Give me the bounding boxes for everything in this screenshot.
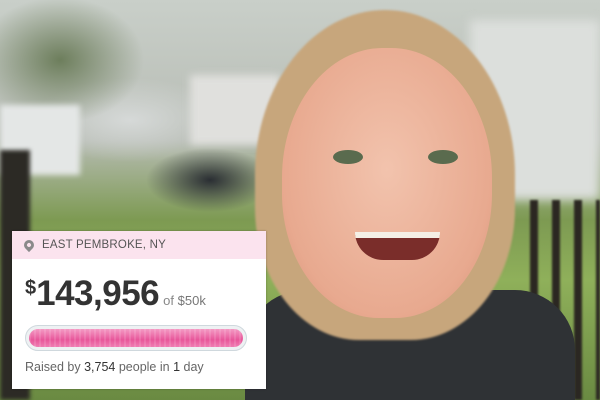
duration-count: 1	[173, 360, 181, 374]
raised-summary: Raised by 3,754 people in 1 day	[25, 360, 266, 374]
donor-count: 3,754	[84, 360, 116, 374]
location-label: EAST PEMBROKE, NY	[42, 239, 166, 251]
duration-unit: day	[183, 360, 204, 374]
girl-face	[282, 48, 492, 318]
raised-middle: people in	[118, 360, 170, 374]
girl-smile	[355, 232, 440, 260]
girl-eye	[333, 150, 363, 164]
raised-prefix: Raised by	[25, 360, 81, 374]
goal-text: of $50k	[163, 293, 206, 308]
map-pin-icon	[21, 237, 37, 253]
fundraiser-card: EAST PEMBROKE, NY $ 143,956 of $50k Rais…	[12, 231, 266, 389]
amount-row: $ 143,956 of $50k	[12, 259, 266, 313]
girl-eye	[428, 150, 458, 164]
currency-symbol: $	[25, 277, 37, 299]
progress-fill	[29, 329, 243, 347]
amount-raised: 143,956	[36, 274, 160, 313]
progress-bar	[25, 325, 247, 351]
goal-amount: $50k	[177, 293, 206, 308]
goal-prefix: of	[163, 293, 174, 308]
location-header: EAST PEMBROKE, NY	[12, 231, 266, 259]
